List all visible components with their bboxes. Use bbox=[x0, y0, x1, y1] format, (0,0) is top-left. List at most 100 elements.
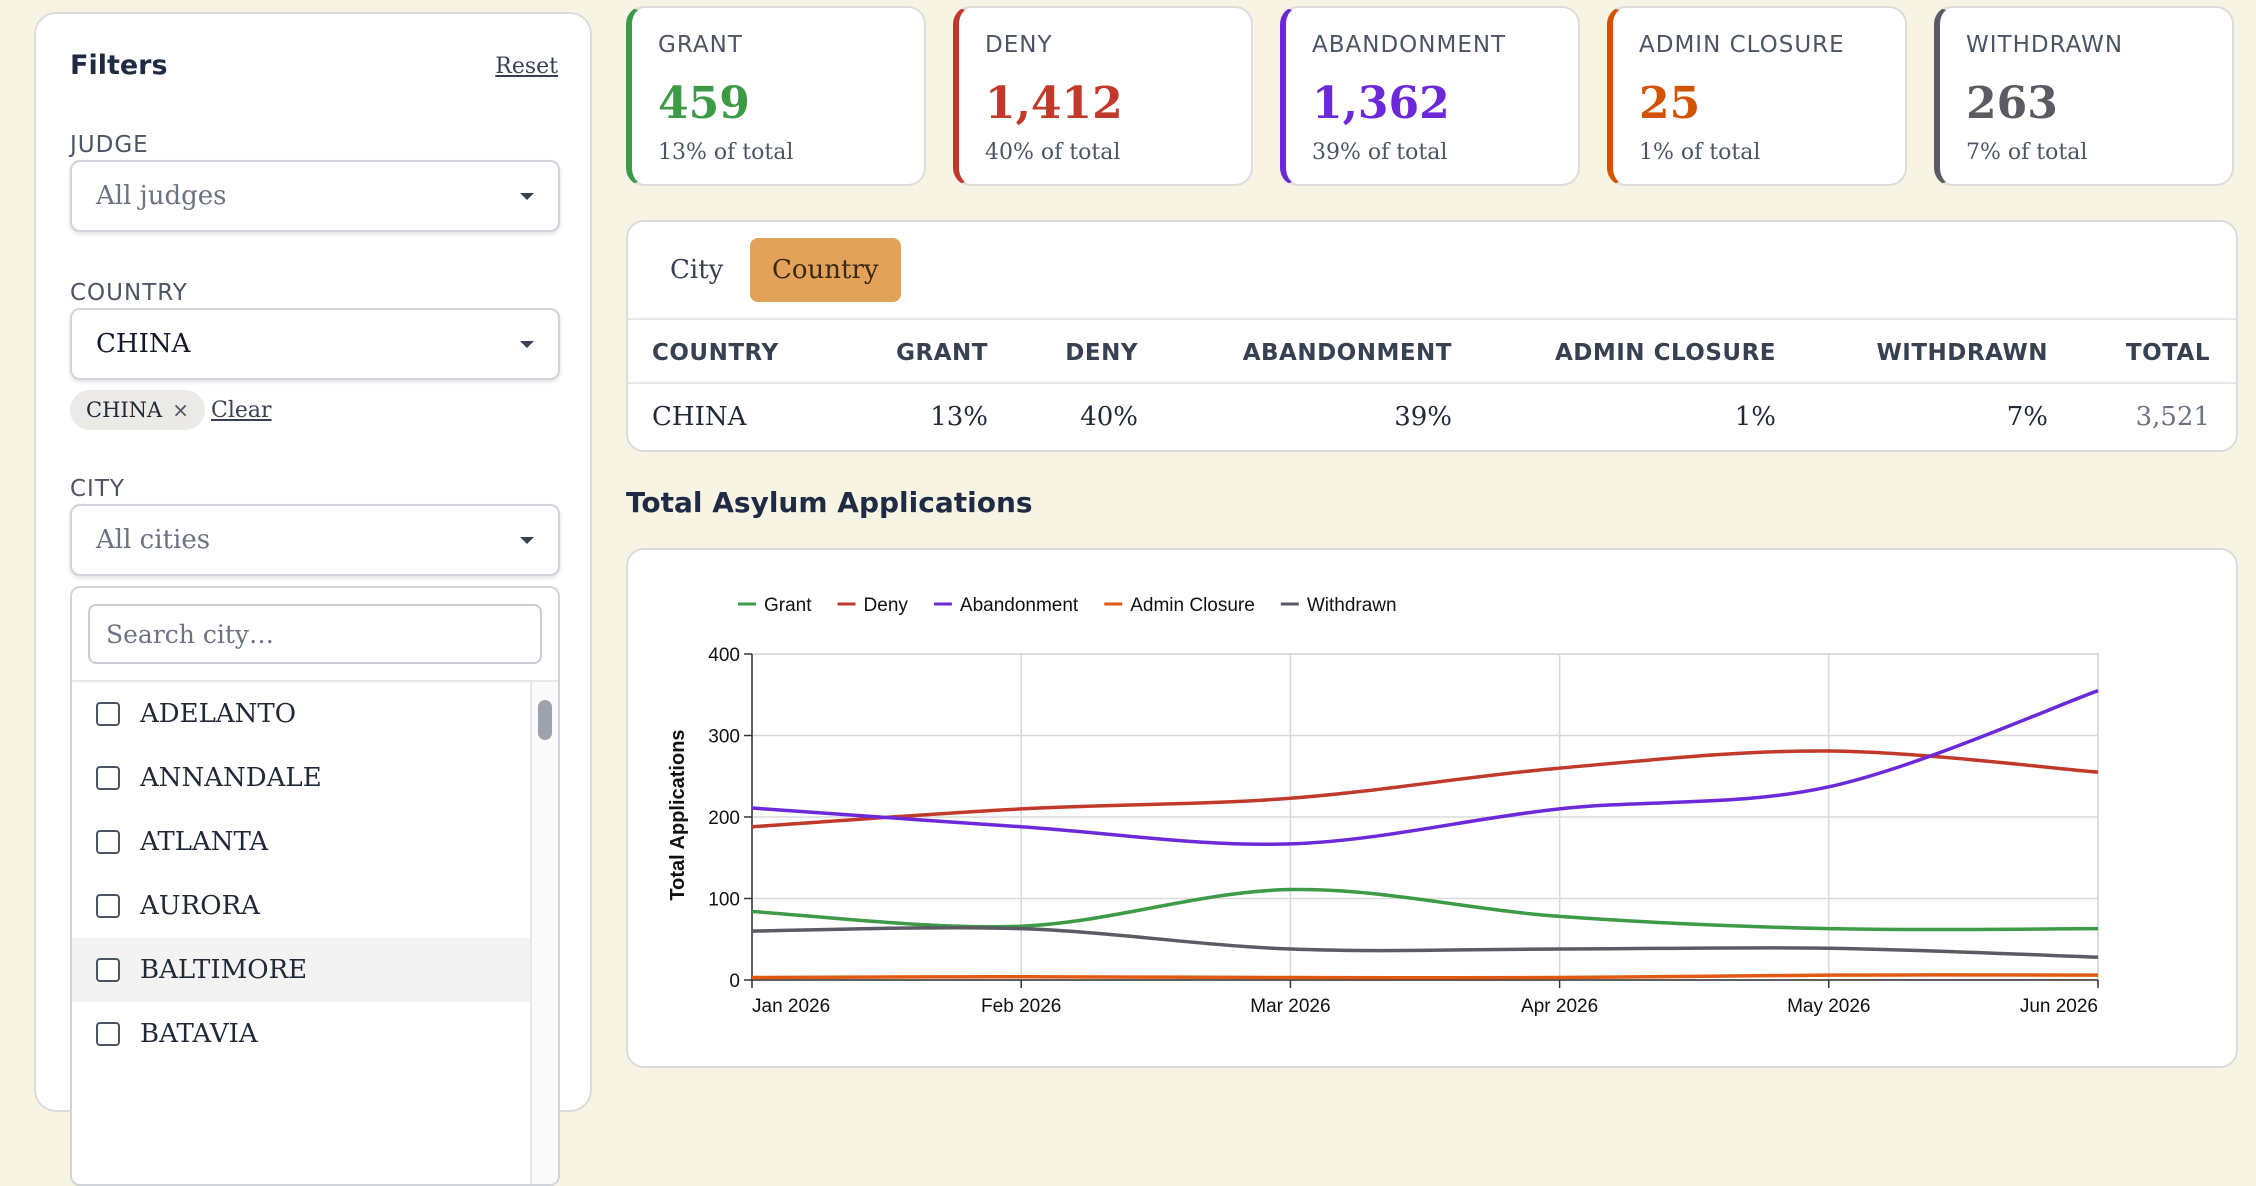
stat-card-value: 1,362 bbox=[1312, 78, 1450, 129]
stat-card-label: DENY bbox=[985, 32, 1053, 58]
y-tick-label: 0 bbox=[729, 971, 740, 992]
column-header-country[interactable]: COUNTRY bbox=[652, 340, 779, 366]
city-option-label: ADELANTO bbox=[140, 699, 297, 729]
stat-card-value: 25 bbox=[1639, 78, 1701, 129]
series-line-withdrawn bbox=[751, 925, 2099, 959]
country-chip-label: CHINA bbox=[86, 398, 163, 422]
x-tick-label: Jun 2026 bbox=[2020, 996, 2098, 1017]
series-line-grant bbox=[751, 887, 2099, 932]
close-icon[interactable]: × bbox=[172, 398, 189, 422]
y-tick-label: 100 bbox=[708, 890, 740, 911]
table-cell-withdrawn: 7% bbox=[2006, 402, 2048, 432]
city-option-baltimore[interactable]: BALTIMORE bbox=[72, 938, 532, 1002]
x-tick-label: Mar 2026 bbox=[1250, 996, 1330, 1017]
city-option-label: BALTIMORE bbox=[140, 955, 308, 985]
checkbox[interactable] bbox=[96, 766, 120, 790]
tab-country[interactable]: Country bbox=[750, 238, 901, 302]
line-chart: 0 100 200 300 400 Jan 2026 Feb 2026 Mar 2026 Ap… bbox=[667, 595, 2099, 1017]
table-cell-deny: 40% bbox=[1080, 402, 1138, 432]
divider bbox=[72, 680, 558, 682]
city-dropdown-panel: ADELANTO ANNANDALE ATLANTA AURORA BALTIM… bbox=[70, 586, 560, 1186]
city-option-label: ANNANDALE bbox=[140, 763, 322, 793]
stat-card-value: 263 bbox=[1966, 78, 2058, 129]
x-tick-label: May 2026 bbox=[1787, 996, 1870, 1017]
stat-card-subtext: 13% of total bbox=[658, 140, 794, 165]
city-option-label: ATLANTA bbox=[140, 827, 269, 857]
stat-card-label: GRANT bbox=[658, 32, 743, 58]
clear-link[interactable]: Clear bbox=[211, 398, 272, 423]
column-header-admin-closure[interactable]: ADMIN CLOSURE bbox=[1554, 340, 1776, 366]
stat-card-label: WITHDRAWN bbox=[1966, 32, 2124, 58]
series-line-deny bbox=[751, 749, 2099, 829]
legend-label-grant: Grant bbox=[764, 595, 812, 616]
stat-card-value: 1,412 bbox=[985, 78, 1123, 129]
legend-label-withdrawn: Withdrawn bbox=[1307, 595, 1397, 616]
column-header-abandonment[interactable]: ABANDONMENT bbox=[1242, 340, 1452, 366]
country-select[interactable]: CHINA bbox=[70, 308, 560, 380]
column-header-deny[interactable]: DENY bbox=[1065, 340, 1138, 366]
checkbox[interactable] bbox=[96, 958, 120, 982]
legend-label-deny: Deny bbox=[864, 595, 909, 616]
series-line-admin-closure bbox=[751, 973, 2099, 980]
reset-link[interactable]: Reset bbox=[495, 54, 558, 79]
caret-down-icon bbox=[520, 341, 534, 348]
city-option-annandale[interactable]: ANNANDALE bbox=[72, 746, 532, 810]
column-header-grant[interactable]: GRANT bbox=[896, 340, 988, 366]
checkbox[interactable] bbox=[96, 1022, 120, 1046]
checkbox[interactable] bbox=[96, 830, 120, 854]
scrollbar-thumb[interactable] bbox=[538, 700, 552, 740]
breakdown-table-card: City Country COUNTRY GRANT DENY ABANDONM… bbox=[626, 220, 2238, 452]
checkbox[interactable] bbox=[96, 702, 120, 726]
column-header-withdrawn[interactable]: WITHDRAWN bbox=[1876, 340, 2048, 366]
stat-card-abandonment: ABANDONMENT 1,362 39% of total bbox=[1280, 6, 1580, 186]
checkbox[interactable] bbox=[96, 894, 120, 918]
stat-card-subtext: 39% of total bbox=[1312, 140, 1448, 165]
x-axis-ticks: Jan 2026 Feb 2026 Mar 2026 Apr 2026 May 2026… bbox=[751, 979, 2099, 1017]
city-option-adelanto[interactable]: ADELANTO bbox=[72, 682, 532, 746]
series-line-abandonment bbox=[751, 689, 2099, 847]
stat-card-deny: DENY 1,412 40% of total bbox=[953, 6, 1253, 186]
stat-card-subtext: 40% of total bbox=[985, 140, 1121, 165]
city-select[interactable]: All cities bbox=[70, 504, 560, 576]
city-label: CITY bbox=[70, 476, 125, 502]
country-chip: CHINA × bbox=[70, 390, 205, 430]
chart-section-title: Total Asylum Applications bbox=[626, 486, 1033, 519]
stat-card-subtext: 7% of total bbox=[1966, 140, 2088, 165]
x-tick-label: Jan 2026 bbox=[752, 996, 830, 1017]
chart-card: 0 100 200 300 400 Jan 2026 Feb 2026 Mar 2026 Ap… bbox=[626, 548, 2238, 1068]
x-tick-label: Apr 2026 bbox=[1521, 996, 1598, 1017]
stat-card-label: ABANDONMENT bbox=[1312, 32, 1507, 58]
y-axis-ticks: 0 100 200 300 400 bbox=[708, 645, 753, 992]
stat-card-grant: GRANT 459 13% of total bbox=[626, 6, 926, 186]
caret-down-icon bbox=[520, 537, 534, 544]
stat-card-subtext: 1% of total bbox=[1639, 140, 1761, 165]
tab-city[interactable]: City bbox=[670, 255, 724, 285]
city-option-aurora[interactable]: AURORA bbox=[72, 874, 532, 938]
legend-label-abandonment: Abandonment bbox=[960, 595, 1079, 616]
stat-card-withdrawn: WITHDRAWN 263 7% of total bbox=[1934, 6, 2234, 186]
table-cell-total: 3,521 bbox=[2135, 402, 2210, 432]
stat-card-label: ADMIN CLOSURE bbox=[1639, 32, 1845, 58]
judge-label: JUDGE bbox=[70, 132, 149, 158]
y-tick-label: 400 bbox=[708, 645, 740, 666]
judge-select[interactable]: All judges bbox=[70, 160, 560, 232]
table-cell-grant: 13% bbox=[930, 402, 988, 432]
city-option-batavia[interactable]: BATAVIA bbox=[72, 1002, 532, 1066]
city-option-label: AURORA bbox=[140, 891, 260, 921]
divider bbox=[628, 318, 2236, 320]
table-cell-admin-closure: 1% bbox=[1734, 402, 1776, 432]
country-label: COUNTRY bbox=[70, 280, 188, 306]
city-list-scrollbar[interactable] bbox=[530, 682, 558, 1184]
y-axis-label: Total Applications bbox=[667, 729, 689, 900]
city-option-atlanta[interactable]: ATLANTA bbox=[72, 810, 532, 874]
divider bbox=[628, 382, 2236, 384]
city-search-input[interactable] bbox=[88, 604, 542, 664]
filters-panel: Filters Reset JUDGE All judges COUNTRY C… bbox=[34, 12, 592, 1186]
stat-card-admin-closure: ADMIN CLOSURE 25 1% of total bbox=[1607, 6, 1907, 186]
city-select-value: All cities bbox=[96, 525, 211, 555]
y-tick-label: 200 bbox=[708, 808, 740, 829]
city-list: ADELANTO ANNANDALE ATLANTA AURORA BALTIM… bbox=[72, 682, 532, 1066]
column-header-total[interactable]: TOTAL bbox=[2125, 340, 2210, 366]
country-select-value: CHINA bbox=[96, 329, 191, 359]
table-cell-country: CHINA bbox=[652, 402, 747, 432]
